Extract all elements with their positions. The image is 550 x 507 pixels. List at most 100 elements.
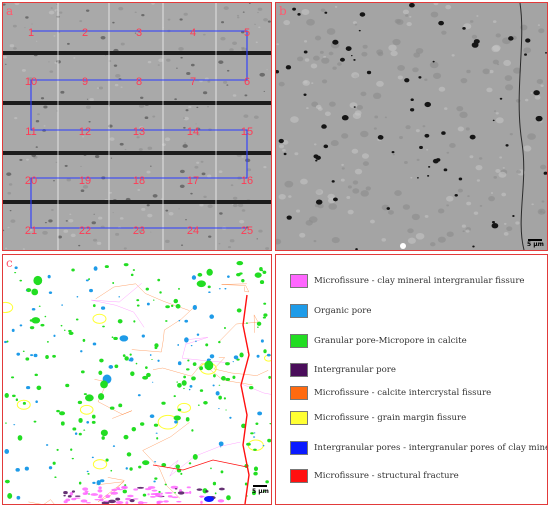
sem-texture-dot bbox=[497, 63, 500, 66]
structural-fracture bbox=[152, 459, 248, 471]
pore-region bbox=[138, 465, 142, 469]
pore-region bbox=[177, 344, 180, 346]
clay-fissure bbox=[157, 501, 160, 504]
sem-texture-dot bbox=[304, 58, 310, 62]
sem-texture-dot bbox=[405, 125, 411, 130]
sem-texture-dot bbox=[226, 69, 230, 72]
sem-texture-dot bbox=[92, 238, 98, 242]
sem-texture-dot bbox=[538, 28, 545, 34]
sem-pore bbox=[462, 26, 466, 30]
sem-texture-dot bbox=[352, 180, 359, 185]
pore-region bbox=[130, 273, 134, 277]
pore-region bbox=[31, 317, 41, 324]
sem-texture-dot bbox=[232, 196, 238, 200]
pore-region bbox=[76, 295, 79, 298]
pore-region bbox=[252, 436, 256, 438]
sem-texture-dot bbox=[457, 188, 463, 193]
pore-region bbox=[117, 319, 123, 324]
sem-texture-dot bbox=[119, 142, 124, 146]
sem-texture-dot bbox=[301, 8, 310, 16]
clay-fissure bbox=[174, 488, 178, 490]
pore-region bbox=[4, 479, 10, 484]
sem-texture-dot bbox=[150, 231, 152, 233]
pore-region bbox=[263, 349, 267, 354]
sem-texture-dot bbox=[42, 230, 48, 235]
pore-region bbox=[212, 384, 215, 387]
sem-texture-dot bbox=[5, 247, 8, 250]
sem-texture-dot bbox=[351, 148, 359, 154]
legend-swatch bbox=[290, 441, 308, 455]
sem-texture-dot bbox=[114, 83, 119, 87]
sem-texture-dot bbox=[56, 10, 59, 12]
pore-region bbox=[141, 334, 145, 338]
pore-region bbox=[186, 368, 190, 371]
sem-texture-dot bbox=[164, 137, 171, 142]
sem-texture-dot bbox=[50, 7, 53, 9]
sem-texture-dot bbox=[376, 80, 384, 87]
sem-texture-dot bbox=[402, 9, 410, 15]
sem-texture-dot bbox=[300, 178, 308, 185]
clay-fissure bbox=[94, 498, 100, 501]
pore-region bbox=[207, 285, 211, 289]
sem-texture-dot bbox=[243, 114, 249, 118]
sem-texture-dot bbox=[328, 51, 334, 56]
pore-region bbox=[118, 296, 120, 298]
pore-region bbox=[56, 409, 60, 413]
pore-region bbox=[68, 329, 72, 333]
pore-region bbox=[85, 279, 89, 282]
sem-texture-dot bbox=[320, 8, 326, 13]
pore-region bbox=[218, 441, 224, 447]
sem-texture-dot bbox=[60, 90, 65, 94]
pore-region bbox=[16, 495, 21, 500]
pore-region bbox=[15, 398, 19, 402]
pore-region bbox=[253, 471, 258, 476]
sem-texture-dot bbox=[265, 247, 270, 250]
legend-swatch bbox=[290, 469, 308, 483]
pore-region bbox=[25, 357, 30, 361]
grid-number: 8 bbox=[136, 76, 142, 88]
sem-pore bbox=[341, 115, 349, 121]
sem-pore bbox=[525, 38, 531, 43]
pore-region bbox=[131, 426, 137, 432]
clay-fissure bbox=[127, 494, 134, 498]
sem-texture-dot bbox=[82, 184, 89, 189]
sem-texture-dot bbox=[160, 198, 163, 200]
sem-texture-dot bbox=[14, 117, 18, 120]
sem-texture-dot bbox=[201, 172, 206, 176]
pore-region bbox=[225, 362, 230, 366]
pore-region bbox=[59, 411, 66, 416]
clay-fissure bbox=[74, 495, 81, 497]
pore-region bbox=[176, 381, 178, 383]
pore-region bbox=[64, 329, 66, 331]
pore-region bbox=[17, 435, 23, 441]
pore-region bbox=[246, 442, 251, 446]
sem-texture-dot bbox=[124, 148, 127, 151]
sem-texture-dot bbox=[112, 21, 115, 24]
sem-texture-dot bbox=[460, 78, 468, 84]
clay-fissure bbox=[137, 486, 144, 489]
pore-region bbox=[191, 376, 196, 381]
sem-texture-dot bbox=[174, 98, 177, 101]
sem-texture-dot bbox=[361, 51, 368, 57]
pore-region bbox=[91, 420, 96, 424]
sem-pore bbox=[472, 245, 475, 248]
grid-number: 17 bbox=[187, 175, 199, 187]
sem-texture-dot bbox=[313, 240, 317, 243]
pore-region bbox=[161, 401, 166, 405]
sem-texture-dot bbox=[422, 125, 426, 128]
sem-texture-dot bbox=[491, 45, 501, 53]
pore-region bbox=[24, 466, 29, 471]
pore-region bbox=[173, 395, 176, 398]
panel-a-sem-mosaic: 1 2 3 4 5 10 9 8 7 6 11 12 13 14 15 20 19 18 17 16 21 22 23 24 2… bbox=[2, 2, 272, 251]
sem-texture-dot bbox=[80, 165, 82, 168]
sem-texture-dot bbox=[396, 19, 404, 25]
sem-texture-dot bbox=[516, 170, 522, 174]
pore-region bbox=[122, 354, 126, 358]
sem-texture-dot bbox=[14, 3, 20, 6]
pore-region bbox=[178, 287, 180, 290]
sem-texture-dot bbox=[513, 67, 522, 74]
sem-texture-dot bbox=[352, 188, 360, 194]
pore-region bbox=[224, 288, 227, 290]
sem-texture-dot bbox=[503, 222, 507, 225]
sem-texture-dot bbox=[244, 94, 248, 97]
